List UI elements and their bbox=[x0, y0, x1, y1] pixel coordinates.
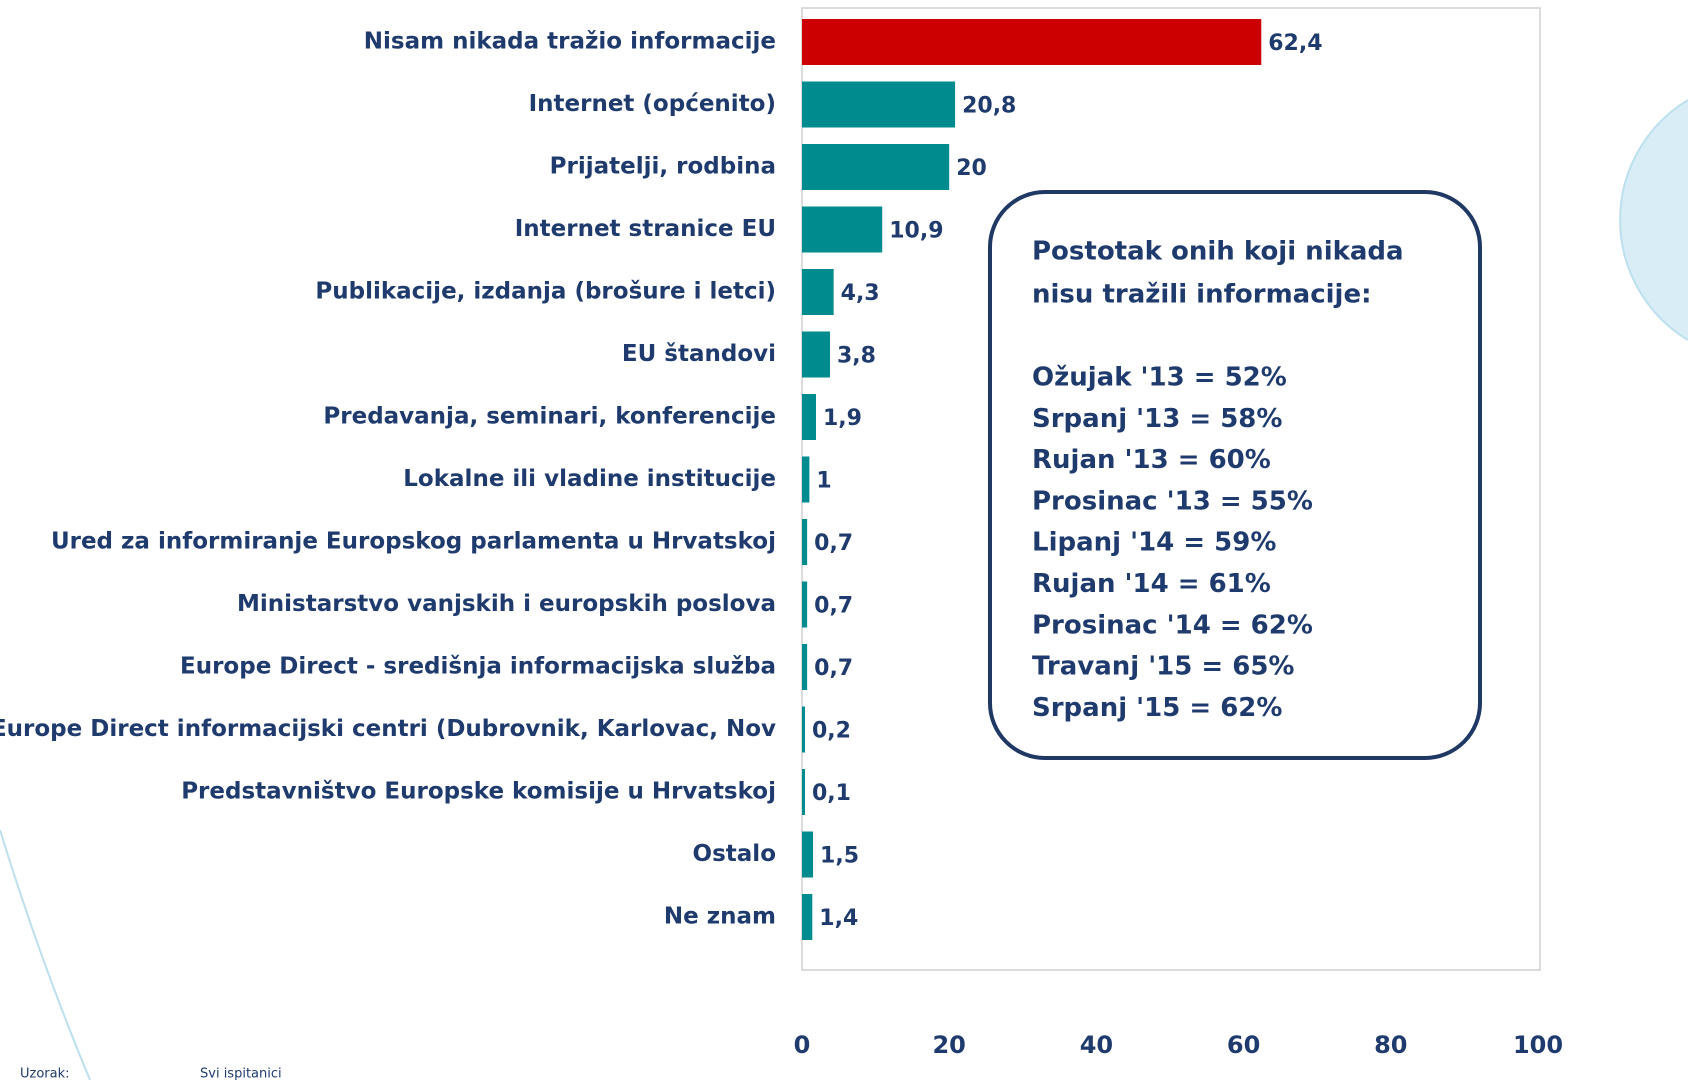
annotation-title: Postotak onih koji nikada bbox=[1032, 237, 1404, 267]
data-label: 1,5 bbox=[820, 844, 859, 869]
bar bbox=[802, 81, 956, 128]
bar bbox=[802, 144, 950, 190]
annotation-line: Prosinac '13 = 55% bbox=[1032, 486, 1313, 516]
x-tick-label: 0 bbox=[794, 1031, 811, 1059]
decor-circle bbox=[1619, 99, 1688, 341]
annotation-line: Rujan '13 = 60% bbox=[1032, 445, 1271, 475]
y-tick-label: Europe Direct informacijski centri (Dubr… bbox=[0, 716, 776, 742]
bar bbox=[802, 831, 814, 878]
x-tick-label: 60 bbox=[1227, 1031, 1260, 1059]
y-tick-label: Lokalne ili vladine institucije bbox=[403, 466, 776, 492]
annotation-box bbox=[988, 190, 1482, 760]
data-label: 3,8 bbox=[837, 344, 876, 369]
y-tick-label: Ne znam bbox=[664, 904, 776, 930]
annotation-line: Srpanj '15 = 62% bbox=[1032, 693, 1282, 723]
y-tick-label: EU štandovi bbox=[622, 341, 776, 367]
x-tick-label: 40 bbox=[1080, 1031, 1113, 1059]
x-tick-label: 20 bbox=[932, 1031, 965, 1059]
y-tick-label: Internet (općenito) bbox=[529, 91, 776, 117]
annotation-line: Travanj '15 = 65% bbox=[1032, 652, 1294, 682]
data-label: 20,8 bbox=[962, 94, 1016, 119]
x-tick-label: 80 bbox=[1374, 1031, 1407, 1059]
bar bbox=[802, 581, 808, 628]
annotation-line: Rujan '14 = 61% bbox=[1032, 569, 1271, 599]
y-tick-label: Ministarstvo vanjskih i europskih poslov… bbox=[237, 591, 776, 617]
data-label: 1 bbox=[816, 469, 831, 494]
x-tick-label: 100 bbox=[1513, 1031, 1563, 1059]
y-tick-label: Internet stranice EU bbox=[515, 216, 776, 242]
annotation-line: Srpanj '13 = 58% bbox=[1032, 404, 1282, 434]
bar bbox=[802, 644, 808, 690]
bar bbox=[802, 394, 816, 440]
data-label: 1,4 bbox=[819, 906, 858, 931]
data-label: 62,4 bbox=[1268, 31, 1322, 56]
decor-arc bbox=[0, 829, 91, 1080]
bar bbox=[802, 269, 834, 315]
data-label: 20 bbox=[956, 156, 987, 181]
y-tick-label: Prijatelji, rodbina bbox=[550, 154, 776, 180]
annotation-line: Ožujak '13 = 52% bbox=[1032, 363, 1287, 393]
bar bbox=[802, 706, 805, 753]
bar bbox=[802, 894, 813, 940]
bar bbox=[802, 206, 883, 253]
data-label: 0,7 bbox=[814, 531, 853, 556]
data-label: 0,1 bbox=[812, 781, 851, 806]
footer-value: Svi ispitanici bbox=[200, 1067, 282, 1080]
data-label: 10,9 bbox=[889, 219, 943, 244]
data-label: 0,2 bbox=[812, 719, 851, 744]
y-tick-label: Ured za informiranje Europskog parlament… bbox=[51, 529, 776, 555]
data-label: 1,9 bbox=[823, 406, 862, 431]
data-label: 0,7 bbox=[814, 594, 853, 619]
bar bbox=[802, 331, 830, 378]
annotation-title: nisu tražili informacije: bbox=[1032, 280, 1372, 310]
data-label: 4,3 bbox=[841, 281, 880, 306]
bar bbox=[802, 19, 1262, 65]
y-tick-label: Europe Direct - središnja informacijska … bbox=[180, 654, 776, 680]
annotation-line: Prosinac '14 = 62% bbox=[1032, 610, 1313, 640]
footer-label: Uzorak: bbox=[20, 1067, 70, 1080]
annotation-line: Lipanj '14 = 59% bbox=[1032, 528, 1276, 558]
y-tick-label: Predstavništvo Europske komisije u Hrvat… bbox=[181, 779, 776, 805]
bar bbox=[802, 456, 810, 503]
y-tick-label: Nisam nikada tražio informacije bbox=[364, 29, 776, 55]
data-label: 0,7 bbox=[814, 656, 853, 681]
bar bbox=[802, 519, 808, 565]
bar bbox=[802, 769, 805, 815]
y-tick-label: Ostalo bbox=[693, 841, 776, 867]
y-tick-label: Predavanja, seminari, konferencije bbox=[323, 404, 776, 430]
y-tick-label: Publikacije, izdanja (brošure i letci) bbox=[315, 279, 776, 305]
